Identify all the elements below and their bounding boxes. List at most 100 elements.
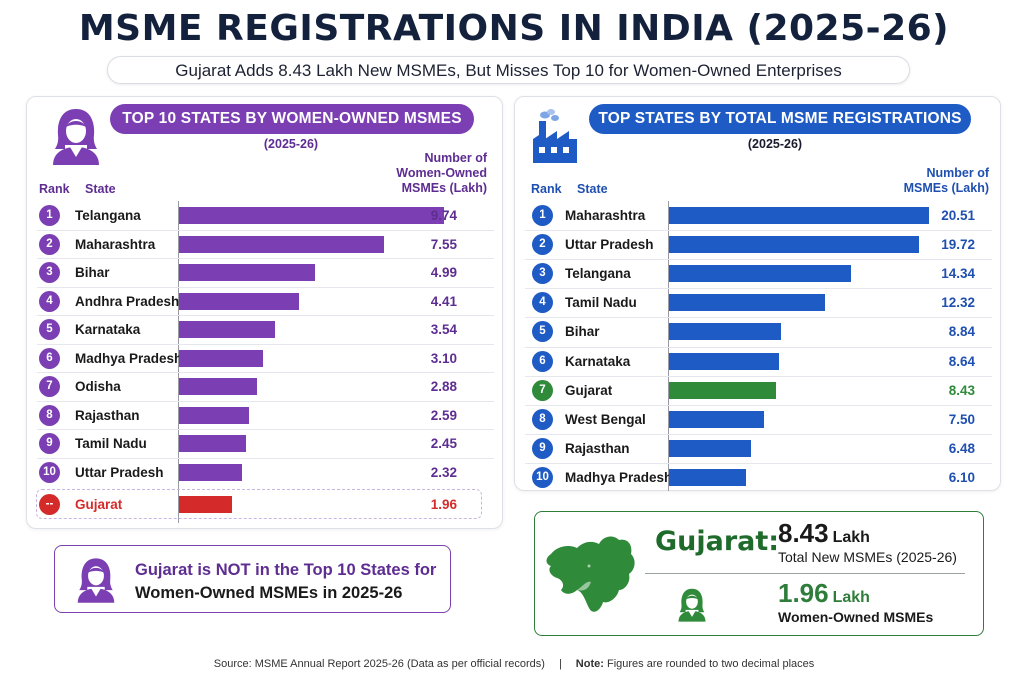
- chart-row: 3 Telangana 14.34: [515, 261, 1002, 287]
- value-label: 4.41: [430, 293, 457, 309]
- footer: Source: MSME Annual Report 2025-26 (Data…: [0, 658, 1028, 670]
- bar: [179, 435, 246, 452]
- left-value-header-line: Number of: [424, 151, 488, 165]
- value-label: 3.54: [430, 322, 457, 337]
- chart-row: 4 Tamil Nadu 12.32: [515, 290, 1002, 316]
- rank-badge: 6: [39, 347, 60, 369]
- woman-icon: [678, 588, 706, 622]
- left-panel-title: TOP 10 STATES BY WOMEN-OWNED MSMES: [110, 104, 474, 134]
- rank-badge: 3: [39, 262, 60, 283]
- row-divider: [37, 229, 494, 231]
- row-divider: [525, 259, 992, 261]
- left-panel-year: (2025-26): [263, 137, 319, 151]
- chart-row: 7 Odisha 2.88: [27, 374, 504, 400]
- woman-icon: [77, 558, 115, 603]
- subtitle-banner: Gujarat Adds 8.43 Lakh New MSMEs, But Mi…: [107, 56, 910, 84]
- rank-badge: 7: [532, 379, 553, 401]
- footer-note-label: Note:: [575, 658, 604, 670]
- value-label: 2.59: [430, 407, 457, 423]
- state-label: Andhra Pradesh: [75, 293, 180, 309]
- row-divider: [525, 375, 992, 377]
- state-label: Uttar Pradesh: [565, 237, 654, 253]
- bar: [669, 439, 752, 457]
- rank-badge: 6: [532, 350, 553, 372]
- chart-row: 9 Tamil Nadu 2.45: [27, 431, 504, 457]
- value-label: 19.72: [941, 237, 975, 253]
- gujarat-women-unit: Lakh: [832, 589, 870, 606]
- state-label: Bihar: [565, 324, 600, 340]
- state-label: West Bengal: [565, 411, 646, 427]
- state-label: Maharashtra: [565, 208, 646, 223]
- rank-badge: 9: [532, 437, 553, 459]
- chart-row: 2 Maharashtra 7.55: [27, 232, 504, 258]
- footer-source: Source: MSME Annual Report 2025-26 (Data…: [213, 658, 545, 670]
- value-label: 3.10: [430, 350, 457, 366]
- rank-badge: 1: [532, 205, 553, 226]
- gujarat-summary-card: Gujarat: 8.43 Lakh Total New MSMEs (2025-…: [534, 511, 984, 636]
- state-label: Rajasthan: [75, 407, 140, 423]
- value-label: 14.34: [941, 266, 975, 282]
- chart-row: 7 Gujarat 8.43: [515, 378, 1002, 404]
- gujarat-total-number: 8.43: [778, 518, 829, 548]
- value-label: 4.99: [430, 265, 457, 280]
- value-label: 20.51: [941, 208, 975, 223]
- state-label: Gujarat: [565, 382, 613, 398]
- left-state-header: State: [85, 182, 116, 196]
- rank-badge: 8: [532, 408, 553, 430]
- bar: [179, 463, 243, 481]
- value-label: 8.64: [948, 353, 975, 369]
- gujarat-excluded-row-box: [36, 489, 482, 519]
- row-divider: [525, 288, 992, 290]
- value-label: 9.74: [430, 208, 457, 223]
- state-label: Maharashtra: [75, 236, 156, 252]
- rank-badge: 5: [39, 319, 60, 340]
- left-chart-axis: [178, 201, 179, 523]
- state-label: Madhya Pradesh: [75, 350, 183, 366]
- bar: [179, 321, 276, 338]
- gujarat-women-label: Women-Owned MSMEs: [778, 609, 934, 625]
- state-label: Tamil Nadu: [75, 436, 147, 451]
- state-label: Uttar Pradesh: [75, 464, 164, 480]
- rank-badge: 2: [39, 233, 60, 255]
- chart-row: 1 Maharashtra 20.51: [515, 203, 1002, 229]
- rank-badge: 8: [39, 404, 60, 426]
- rank-badge: 7: [39, 376, 60, 397]
- row-divider: [37, 258, 494, 259]
- chart-row: 5 Bihar 8.84: [515, 319, 1002, 345]
- value-label: 2.88: [430, 379, 457, 394]
- value-label: 6.48: [948, 440, 975, 456]
- bar: [669, 410, 765, 428]
- bar: [179, 292, 299, 310]
- right-value-header-line: Number of: [926, 166, 990, 180]
- gujarat-women-value: 1.96 Lakh: [778, 578, 870, 609]
- state-label: Karnataka: [75, 322, 141, 337]
- row-divider: [37, 343, 494, 345]
- chart-row: 2 Uttar Pradesh 19.72: [515, 232, 1002, 258]
- total-msme-panel: TOP STATES BY TOTAL MSME REGISTRATIONS (…: [514, 96, 1001, 491]
- gujarat-total-value: 8.43 Lakh: [778, 518, 870, 549]
- row-divider: [37, 429, 494, 430]
- value-label: 2.45: [430, 436, 457, 451]
- bar: [179, 264, 315, 281]
- rank-badge: 4: [39, 290, 60, 312]
- row-divider: [525, 346, 992, 348]
- row-divider: [37, 457, 494, 459]
- chart-row: 8 Rajasthan 2.59: [27, 403, 504, 429]
- rank-badge: 2: [532, 234, 553, 256]
- rank-badge: 3: [532, 263, 553, 285]
- chart-row: 1 Telangana 9.74: [27, 203, 504, 229]
- chart-row: 8 West Bengal 7.50: [515, 407, 1002, 433]
- left-value-header-line: MSMEs (Lakh): [401, 181, 487, 195]
- state-label: Bihar: [75, 265, 110, 280]
- row-divider: [37, 372, 494, 373]
- rank-badge: 10: [532, 466, 553, 488]
- right-panel-year: (2025-26): [747, 137, 803, 151]
- row-divider: [37, 315, 494, 316]
- chart-row: 10 Madhya Pradesh 6.10: [515, 465, 1002, 491]
- right-value-header-line: MSMEs (Lakh): [903, 181, 989, 195]
- gujarat-card-divider: [645, 573, 965, 574]
- state-label: Tamil Nadu: [565, 295, 637, 311]
- rank-badge: 5: [532, 321, 553, 343]
- bar: [179, 207, 444, 224]
- page-title: MSME REGISTRATIONS IN INDIA (2025-26): [78, 8, 950, 49]
